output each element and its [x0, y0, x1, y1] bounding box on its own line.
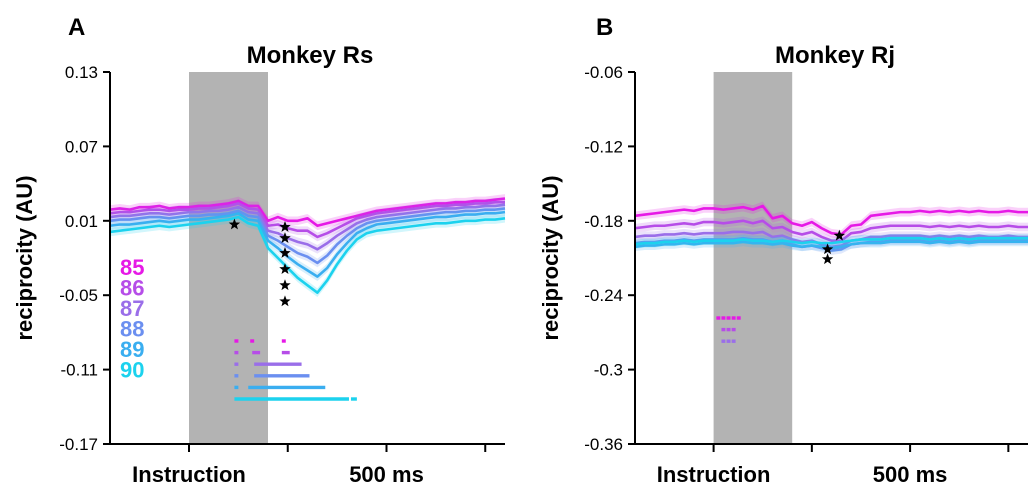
y-tick-label: -0.06: [584, 63, 623, 82]
significance-star: [279, 295, 291, 307]
y-tick-label: 0.07: [65, 137, 98, 156]
series-line-90: [109, 215, 506, 295]
panel-letter: B: [596, 14, 613, 41]
significance-star: [821, 243, 834, 255]
series-line-90: [634, 236, 1028, 246]
instruction-period-shade: [713, 72, 793, 444]
panel-title: Monkey Rs: [247, 42, 374, 69]
legend-entry-90: 90: [120, 358, 144, 383]
y-tick-label: -0.12: [584, 137, 623, 156]
y-axis-label: reciprocity (AU): [538, 175, 563, 340]
legend-entry-85: 85: [120, 255, 144, 280]
significance-star: [279, 263, 291, 275]
y-tick-label: 0.01: [65, 212, 98, 231]
series-band-86: [635, 216, 1028, 245]
series-line-86: [109, 200, 505, 239]
legend-entry-87: 87: [120, 296, 144, 321]
series-line-87: [109, 203, 506, 251]
series-band-90: [635, 233, 1028, 249]
legend-entry-89: 89: [120, 337, 144, 362]
panel-b: -0.06 -0.12 -0.18 -0.24 -0.3 -0.36 Instruction…: [538, 14, 1028, 487]
y-tick-label: -0.17: [59, 435, 98, 454]
y-tick-label: -0.18: [584, 212, 623, 231]
panel-letter: A: [68, 14, 85, 41]
y-tick-label: -0.24: [584, 286, 623, 305]
significance-star: [279, 221, 291, 232]
y-tick-label: -0.36: [584, 435, 623, 454]
y-tick-label: 0.13: [65, 63, 98, 82]
series-band-85: [110, 194, 505, 231]
series-band-87: [635, 227, 1028, 252]
significance-star: [833, 229, 846, 241]
x-tick-label-500ms: 500 ms: [873, 462, 948, 487]
x-tick-label-instruction: Instruction: [132, 462, 246, 487]
series-line-85: [109, 197, 506, 228]
significance-star: [279, 247, 291, 258]
y-tick-label: -0.3: [594, 361, 623, 380]
instruction-period-shade: [189, 72, 268, 444]
significance-star: [279, 279, 291, 291]
y-tick-label: -0.11: [61, 361, 99, 380]
x-tick-label-500ms: 500 ms: [349, 462, 424, 487]
y-tick-label: -0.05: [59, 286, 98, 305]
panel-title: Monkey Rj: [775, 42, 895, 69]
x-tick-label-instruction: Instruction: [657, 462, 771, 487]
legend-entry-86: 86: [120, 276, 144, 301]
series-line-89: [109, 210, 506, 278]
significance-star: [279, 232, 291, 244]
legend-entry-88: 88: [120, 317, 144, 342]
significance-star: [821, 253, 834, 265]
series-line-85: [634, 204, 1028, 236]
series-line-86: [634, 219, 1028, 242]
series-line-88: [109, 207, 506, 265]
significance-star: [228, 218, 241, 230]
panel-a: 0.13 0.07 0.01 -0.05 -0.11 -0.17 Instruction 50…: [12, 14, 506, 487]
y-axis-label: reciprocity (AU): [12, 175, 37, 340]
